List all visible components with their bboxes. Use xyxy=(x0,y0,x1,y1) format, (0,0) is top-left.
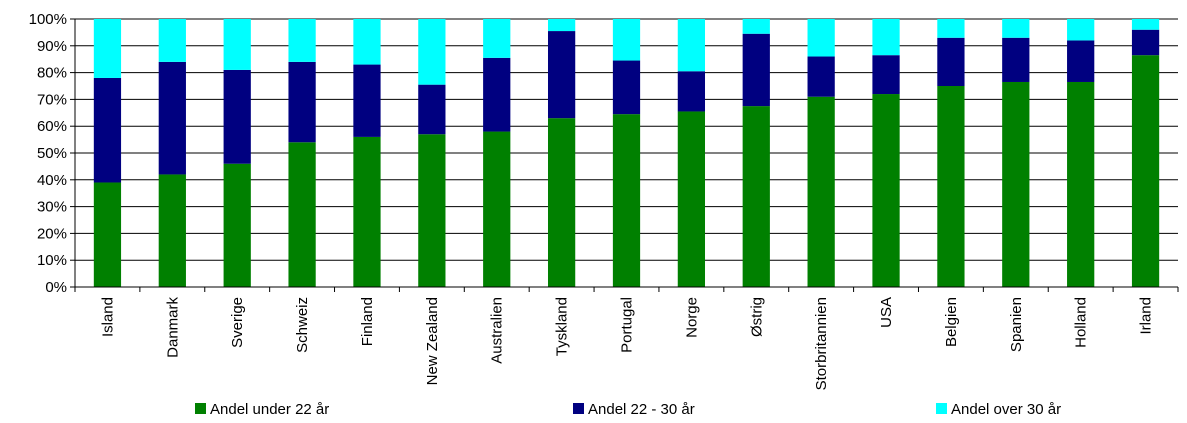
legend: Andel under 22 år Andel 22 - 30 år Andel o… xyxy=(195,401,1061,418)
x-category-label: Holland xyxy=(1073,297,1090,348)
bar-segment xyxy=(223,69,251,164)
bar-segment xyxy=(288,61,316,143)
x-category-label: Danmark xyxy=(164,297,181,358)
x-category-label: Spanien xyxy=(1008,297,1025,352)
bar-segment xyxy=(742,33,770,107)
bar-segment xyxy=(223,163,251,287)
bar-segment xyxy=(937,19,965,38)
bar-segment xyxy=(483,57,511,132)
bar-segment xyxy=(1002,19,1030,38)
bar-segment xyxy=(418,84,446,135)
bar-segment xyxy=(1002,37,1030,82)
x-category-label: Østrig xyxy=(748,297,765,337)
bar-segment xyxy=(1131,19,1160,30)
bar-segment xyxy=(288,19,316,62)
bar-segment xyxy=(158,61,186,175)
x-category-label: Belgien xyxy=(943,297,960,347)
legend-swatch xyxy=(195,403,206,414)
bar-segment xyxy=(807,96,835,287)
x-category-label: Sverige xyxy=(229,297,246,348)
bar-segment xyxy=(418,19,446,85)
y-tick-label: 90% xyxy=(37,38,67,55)
bar-segment xyxy=(223,19,251,70)
x-axis-category-labels: Island Danmark Sverige Schweiz Finland New Ze… xyxy=(99,297,1154,391)
bar-segment xyxy=(483,19,511,58)
bar-segment xyxy=(937,86,965,287)
legend-label: Andel over 30 år xyxy=(951,401,1061,418)
bar-segment xyxy=(93,182,122,287)
x-category-label: Tyskland xyxy=(554,297,571,356)
x-category-label: Schweiz xyxy=(294,297,311,353)
bar-segment xyxy=(1131,55,1160,288)
bar-segment xyxy=(1067,40,1095,82)
y-tick-label: 70% xyxy=(37,91,67,108)
bar-segment xyxy=(158,174,186,287)
bar-segment xyxy=(872,19,900,56)
x-category-label: Irland xyxy=(1138,297,1155,335)
bar-segment xyxy=(742,19,770,34)
bar-segment xyxy=(1067,19,1095,41)
bars xyxy=(93,19,1160,288)
bar-segment xyxy=(353,64,381,137)
bar-segment xyxy=(547,118,576,287)
bar-segment xyxy=(1002,81,1030,287)
bar-segment xyxy=(547,19,576,32)
bar-segment xyxy=(353,136,381,287)
x-category-label: Portugal xyxy=(619,297,636,353)
bar-segment xyxy=(93,19,122,78)
x-category-label: Finland xyxy=(359,297,376,346)
x-category-label: Australien xyxy=(489,297,506,364)
legend-label: Andel 22 - 30 år xyxy=(588,401,695,418)
bar-segment xyxy=(483,131,511,287)
bar-segment xyxy=(677,111,706,288)
bar-segment xyxy=(872,94,900,287)
bar-segment xyxy=(612,60,641,115)
bar-segment xyxy=(612,19,641,61)
bar-segment xyxy=(353,19,381,65)
y-tick-label: 50% xyxy=(37,145,67,162)
bar-segment xyxy=(807,56,835,97)
axes xyxy=(74,19,1179,292)
y-tick-label: 0% xyxy=(45,279,67,296)
bar-segment xyxy=(807,19,835,57)
bar-segment xyxy=(547,31,576,119)
bar-segment xyxy=(937,37,965,86)
y-tick-label: 60% xyxy=(37,118,67,135)
bar-segment xyxy=(677,19,706,72)
bar-segment xyxy=(93,77,122,183)
x-category-label: Norge xyxy=(683,297,700,338)
x-category-label: Storbritannien xyxy=(813,297,830,390)
bar-segment xyxy=(872,55,900,95)
bar-segment xyxy=(742,106,770,287)
y-tick-label: 20% xyxy=(37,225,67,242)
bar-segment xyxy=(1131,29,1160,56)
bar-segment xyxy=(418,134,446,287)
y-tick-label: 100% xyxy=(29,11,67,28)
x-category-label: Island xyxy=(99,297,116,337)
bar-segment xyxy=(288,142,316,287)
bar-segment xyxy=(158,19,186,62)
legend-label: Andel under 22 år xyxy=(210,401,329,418)
y-tick-label: 30% xyxy=(37,199,67,216)
x-category-label: USA xyxy=(878,297,895,328)
x-category-label: New Zealand xyxy=(424,297,441,385)
legend-swatch xyxy=(936,403,947,414)
y-tick-label: 80% xyxy=(37,65,67,82)
bar-segment xyxy=(1067,81,1095,287)
y-tick-label: 40% xyxy=(37,172,67,189)
bar-segment xyxy=(612,114,641,287)
y-tick-label: 10% xyxy=(37,252,67,269)
bar-segment xyxy=(677,71,706,112)
legend-swatch xyxy=(573,403,584,414)
y-axis-tick-labels: 0% 10% 20% 30% 40% 50% 60% 70% 80% 90% 100% xyxy=(29,11,67,296)
